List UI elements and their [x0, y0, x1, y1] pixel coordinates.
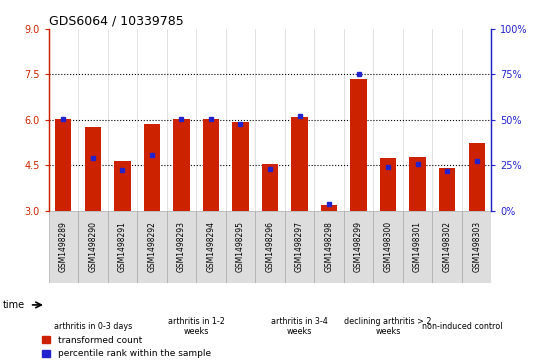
- FancyBboxPatch shape: [49, 211, 78, 283]
- FancyBboxPatch shape: [137, 211, 167, 283]
- Bar: [114, 160, 131, 211]
- Text: GSM1498291: GSM1498291: [118, 221, 127, 272]
- Text: GSM1498294: GSM1498294: [206, 221, 215, 272]
- FancyBboxPatch shape: [78, 211, 107, 283]
- FancyBboxPatch shape: [226, 211, 255, 283]
- Bar: [55, 119, 71, 211]
- Bar: [321, 205, 337, 211]
- Bar: [439, 168, 455, 211]
- FancyBboxPatch shape: [462, 211, 491, 283]
- FancyBboxPatch shape: [167, 211, 196, 283]
- Text: GSM1498303: GSM1498303: [472, 221, 481, 272]
- Text: GDS6064 / 10339785: GDS6064 / 10339785: [49, 15, 184, 28]
- Text: GSM1498298: GSM1498298: [325, 221, 334, 272]
- Text: GSM1498299: GSM1498299: [354, 221, 363, 272]
- FancyBboxPatch shape: [107, 211, 137, 283]
- Text: GSM1498296: GSM1498296: [266, 221, 274, 272]
- Text: GSM1498300: GSM1498300: [383, 221, 393, 272]
- Text: declining arthritis > 2
weeks: declining arthritis > 2 weeks: [345, 317, 432, 337]
- FancyBboxPatch shape: [433, 211, 462, 283]
- Bar: [292, 117, 308, 211]
- Bar: [232, 122, 248, 211]
- FancyBboxPatch shape: [285, 211, 314, 283]
- FancyBboxPatch shape: [255, 211, 285, 283]
- Text: GSM1498302: GSM1498302: [443, 221, 451, 272]
- Text: arthritis in 1-2
weeks: arthritis in 1-2 weeks: [168, 317, 225, 337]
- Bar: [469, 143, 485, 211]
- FancyBboxPatch shape: [314, 211, 344, 283]
- Text: arthritis in 3-4
weeks: arthritis in 3-4 weeks: [271, 317, 328, 337]
- FancyBboxPatch shape: [344, 211, 373, 283]
- Text: time: time: [3, 300, 25, 310]
- FancyBboxPatch shape: [373, 211, 403, 283]
- FancyBboxPatch shape: [403, 211, 433, 283]
- Bar: [85, 127, 101, 211]
- Text: GSM1498301: GSM1498301: [413, 221, 422, 272]
- Text: non-induced control: non-induced control: [422, 322, 502, 331]
- Legend: transformed count, percentile rank within the sample: transformed count, percentile rank withi…: [42, 336, 211, 359]
- FancyBboxPatch shape: [196, 211, 226, 283]
- Bar: [173, 119, 190, 211]
- Bar: [144, 125, 160, 211]
- Text: GSM1498295: GSM1498295: [236, 221, 245, 272]
- Text: GSM1498290: GSM1498290: [89, 221, 97, 272]
- Text: GSM1498297: GSM1498297: [295, 221, 304, 272]
- Text: GSM1498292: GSM1498292: [147, 221, 157, 272]
- Bar: [380, 158, 396, 211]
- Text: GSM1498293: GSM1498293: [177, 221, 186, 272]
- Text: GSM1498289: GSM1498289: [59, 221, 68, 272]
- Bar: [409, 157, 426, 211]
- Bar: [203, 119, 219, 211]
- Bar: [350, 79, 367, 211]
- Text: arthritis in 0-3 days: arthritis in 0-3 days: [54, 322, 132, 331]
- Bar: [262, 164, 278, 211]
